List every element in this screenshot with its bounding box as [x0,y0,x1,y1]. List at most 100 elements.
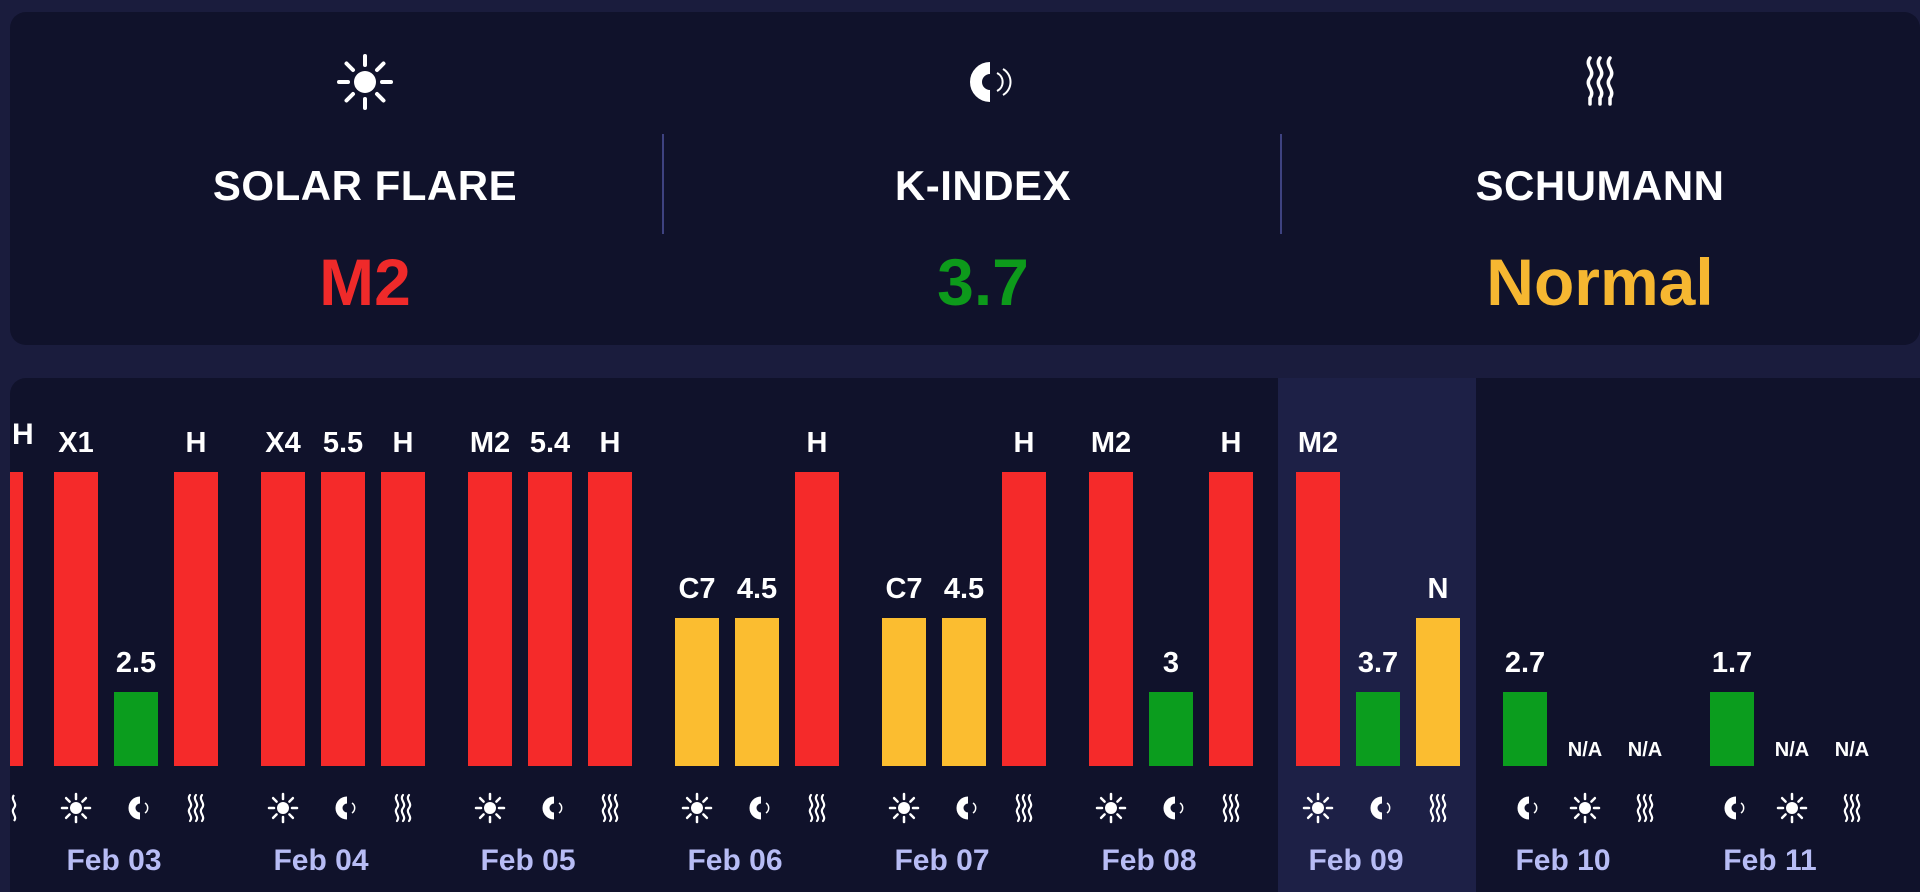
waves-icon [1636,793,1654,823]
sun-icon [1095,792,1127,824]
bar-label: H [1014,427,1035,459]
bar-schumann [588,472,632,766]
bar-kindex [528,472,572,766]
magnet-icon [1370,796,1391,820]
bar-kindex [1710,692,1754,766]
bar-label: M2 [470,427,510,459]
bar-label: H [186,427,207,459]
bar-label: N [1428,573,1449,605]
bar-label-na: N/A [1775,739,1809,761]
sun-icon [60,792,92,824]
bar-label: H [600,427,621,459]
bar-label: 2.7 [1505,647,1545,679]
k-index-value: 3.7 [937,245,1029,319]
bar-label: C7 [885,573,922,605]
bar-kindex [114,692,158,766]
date-label: Feb 08 [1101,844,1196,877]
date-label: Feb 09 [1308,844,1403,877]
bar-label: 2.5 [116,647,156,679]
waves-icon [1843,793,1861,823]
bar-kindex [321,472,365,766]
waves-icon [1222,793,1240,823]
bar-kindex [942,618,986,766]
bar-label: X1 [58,427,93,459]
bar-kindex [735,618,779,766]
bar-label-na: N/A [1568,739,1602,761]
schumann-value: Normal [1486,245,1714,319]
sun-icon [1776,792,1808,824]
magnet-icon [956,796,977,820]
waves-icon [808,793,826,823]
sun-icon [474,792,506,824]
bar-label: M2 [1091,427,1131,459]
bar-schumann [1002,472,1046,766]
solar-flare-value: M2 [319,245,411,319]
bar-schumann [795,472,839,766]
bar-kindex [1356,692,1400,766]
waves-icon [394,793,412,823]
k-index-metric: K-INDEX 3.7 [673,12,1293,345]
magnet-icon [1724,796,1745,820]
schumann-label: SCHUMANN [1475,162,1725,209]
bar-label-na: N/A [1628,739,1662,761]
date-label: Feb 10 [1515,844,1610,877]
bar-label: 4.5 [944,573,984,605]
divider [662,134,664,234]
bar-label: 3.7 [1358,647,1398,679]
bar-schumann [381,472,425,766]
bar-partial [10,472,23,766]
schumann-metric: SCHUMANN Normal [1290,12,1910,345]
bar-label: 5.5 [323,427,363,459]
bar-label: H [393,427,414,459]
magnet-icon [1517,796,1538,820]
magnet-icon [542,796,563,820]
bar-schumann [1209,472,1253,766]
bar-flare [54,472,98,766]
bar-label: H [807,427,828,459]
bar-flare [468,472,512,766]
history-chart: H X1 2.5 H Feb 03 X4 5.5 H Feb 04 M2 5.4 H Feb 05 C7 4… [10,378,1869,892]
magnet-icon [970,62,1012,102]
sun-icon [1569,792,1601,824]
date-label: Feb 04 [273,844,368,877]
bar-label: 1.7 [1712,647,1752,679]
sun-icon [337,54,393,110]
bar-label: 5.4 [530,427,570,459]
k-index-label: K-INDEX [894,162,1072,209]
magnet-icon [1163,796,1184,820]
bar-kindex [1149,692,1193,766]
bar-label-na: N/A [1835,739,1869,761]
bar-partial-label: H [12,418,34,451]
waves-icon [1586,56,1614,106]
bar-flare [1296,472,1340,766]
bar-schumann [1416,618,1460,766]
magnet-icon [128,796,149,820]
waves-icon [187,793,205,823]
waves-icon [1429,793,1447,823]
sun-icon [681,792,713,824]
bar-label: 4.5 [737,573,777,605]
summary-panel: SOLAR FLARE M2 K-INDEX 3.7 SCHUMANN Norm… [10,12,1920,345]
divider [1280,134,1282,234]
bar-flare [261,472,305,766]
date-label: Feb 06 [687,844,782,877]
bar-label: C7 [678,573,715,605]
bar-schumann [174,472,218,766]
date-label: Feb 11 [1723,844,1816,877]
bar-label: H [1221,427,1242,459]
magnet-icon [749,796,770,820]
bar-label: X4 [265,427,300,459]
waves-icon [11,794,17,822]
date-label: Feb 05 [480,844,575,877]
solar-flare-label: SOLAR FLARE [212,162,518,209]
bar-kindex [1503,692,1547,766]
date-label: Feb 07 [894,844,989,877]
bar-label: 3 [1163,647,1179,679]
bar-label: M2 [1298,427,1338,459]
waves-icon [601,793,619,823]
sun-icon [267,792,299,824]
bar-flare [675,618,719,766]
sun-icon [888,792,920,824]
sun-icon [1302,792,1334,824]
bar-flare [1089,472,1133,766]
